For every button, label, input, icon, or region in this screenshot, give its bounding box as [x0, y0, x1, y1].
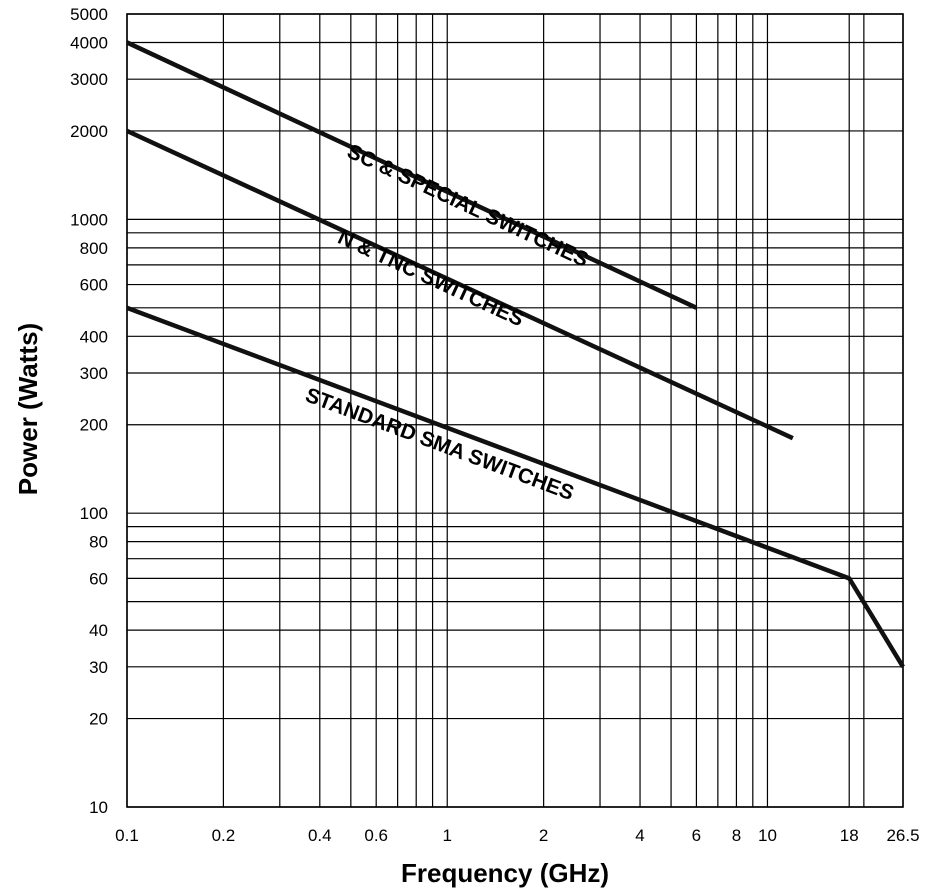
y-tick-label: 30 [89, 658, 108, 677]
y-tick-label: 2000 [70, 122, 108, 141]
x-tick-label: 0.6 [364, 826, 388, 845]
series-line-1 [126, 40, 698, 310]
y-tick-label: 600 [80, 276, 108, 295]
x-tick-label: 0.4 [308, 826, 332, 845]
x-tick-label: 8 [732, 826, 741, 845]
x-tick-label: 6 [692, 826, 701, 845]
x-axis-ticks: 0.1 0.2 0.4 0.6 1 2 4 6 8 10 18 26.5 [115, 826, 919, 845]
x-tick-label: 0.2 [212, 826, 236, 845]
x-tick-label: 1 [442, 826, 451, 845]
x-tick-label: 26.5 [886, 826, 919, 845]
x-tick-label: 0.1 [115, 826, 139, 845]
x-tick-label: 2 [539, 826, 548, 845]
x-tick-label: 4 [635, 826, 644, 845]
y-tick-label: 3000 [70, 70, 108, 89]
y-tick-label: 20 [89, 710, 108, 729]
y-tick-label: 800 [80, 239, 108, 258]
x-tick-label: 18 [840, 826, 859, 845]
y-tick-label: 100 [80, 504, 108, 523]
series-line-2 [126, 128, 794, 441]
grid [126, 13, 904, 808]
x-axis-title: Frequency (GHz) [401, 858, 609, 888]
y-axis-title: Power (Watts) [13, 323, 43, 495]
series-label-2: N & TNC SWITCHES [334, 226, 527, 331]
y-tick-label: 5000 [70, 5, 108, 24]
y-tick-label: 300 [80, 364, 108, 383]
series-label-3: STANDARD SMA SWITCHES [302, 384, 577, 505]
series-lines [126, 40, 905, 668]
series-line-3 [126, 305, 905, 668]
y-tick-label: 4000 [70, 33, 108, 52]
y-tick-label: 200 [80, 416, 108, 435]
y-tick-label: 1000 [70, 210, 108, 229]
y-tick-label: 400 [80, 327, 108, 346]
y-tick-label: 60 [89, 569, 108, 588]
y-tick-label: 80 [89, 533, 108, 552]
y-tick-label: 10 [89, 798, 108, 817]
y-axis-ticks: 10 20 30 40 60 80 100 200 300 400 600 800 1000 2000 30… [70, 5, 108, 817]
y-tick-label: 40 [89, 621, 108, 640]
x-tick-label: 10 [758, 826, 777, 845]
plot-area-frame [126, 13, 904, 808]
